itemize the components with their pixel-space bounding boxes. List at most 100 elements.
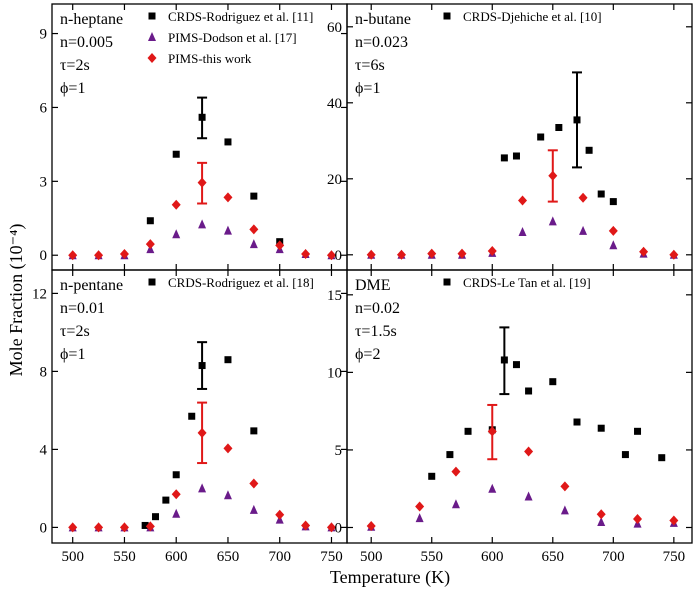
data-point [188, 412, 196, 420]
data-point [141, 521, 149, 529]
legend-label: CRDS-Le Tan et al. [19] [463, 275, 591, 290]
panel-annotation: τ=1.5s [355, 323, 397, 340]
plot-frame [346, 269, 693, 544]
x-tick-label: 550 [420, 549, 443, 565]
data-point [94, 522, 104, 533]
series-triangle [68, 483, 336, 532]
data-point [451, 499, 460, 509]
panel-annotation: n-pentane [60, 277, 123, 294]
data-point [548, 170, 558, 181]
data-point [197, 177, 207, 188]
data-point [197, 427, 207, 438]
legend-marker [148, 32, 156, 41]
data-point [171, 199, 181, 210]
legend-marker [148, 12, 156, 20]
data-point [119, 522, 129, 533]
data-point [446, 451, 454, 459]
x-axis-label: Temperature (K) [330, 567, 450, 588]
data-point [518, 195, 528, 206]
series-diamond [366, 149, 679, 260]
data-point [152, 513, 160, 521]
series-triangle [68, 219, 336, 260]
data-point [560, 505, 569, 515]
x-tick-label: 650 [542, 549, 565, 565]
series-square [146, 96, 284, 246]
x-tick-label: 500 [61, 549, 84, 565]
data-point [597, 517, 606, 527]
panel-annotation: n=0.02 [355, 300, 400, 317]
panel-annotation: ϕ=1 [60, 80, 85, 97]
chart-panel-1: 0 3 6 9 n-heptane n=0.005 τ=2s ϕ=1 CRDS-Rodrigue… [40, 3, 348, 271]
data-point [249, 504, 258, 514]
data-point [68, 522, 78, 533]
series-square [141, 341, 258, 529]
data-point [669, 249, 679, 260]
data-point [250, 427, 258, 435]
data-point [326, 522, 336, 533]
data-point [326, 250, 336, 261]
data-point [500, 356, 508, 364]
x-tick-label: 600 [481, 549, 504, 565]
data-point [427, 248, 437, 259]
data-point [172, 229, 181, 239]
panel-annotation: n-heptane [60, 11, 123, 28]
y-tick-label: 0 [335, 248, 343, 264]
legend-marker [148, 278, 156, 286]
y-tick-label: 10 [327, 365, 342, 381]
data-point [145, 521, 155, 532]
data-point [172, 508, 181, 518]
y-tick-label: 40 [327, 96, 342, 112]
data-point [415, 513, 424, 523]
data-point [366, 520, 376, 531]
data-point [658, 454, 666, 462]
series-triangle [367, 483, 678, 531]
data-point [396, 249, 406, 260]
data-point [451, 466, 461, 477]
x-tick-label: 700 [268, 549, 291, 565]
data-point [525, 387, 533, 395]
data-point [68, 250, 78, 261]
data-point [249, 239, 258, 249]
data-point [415, 501, 425, 512]
data-point [119, 248, 129, 259]
data-point [301, 520, 311, 531]
y-tick-label: 6 [40, 100, 48, 116]
panel-annotation: DME [355, 277, 391, 294]
data-point [548, 216, 557, 226]
data-point [609, 198, 617, 206]
x-tick-label: 500 [360, 549, 383, 565]
series-diamond [68, 401, 336, 533]
data-point [224, 138, 232, 146]
data-point [639, 246, 649, 257]
data-point [500, 154, 508, 162]
data-point [512, 361, 520, 369]
y-tick-label: 12 [32, 286, 47, 302]
data-point [250, 192, 258, 200]
x-tick-label: 550 [113, 549, 136, 565]
data-point [198, 483, 207, 493]
panel-annotation: ϕ=1 [60, 346, 85, 363]
data-point [249, 224, 259, 235]
y-tick-label: 4 [40, 442, 48, 458]
data-point [171, 489, 181, 500]
panel-annotation: n=0.01 [60, 300, 105, 317]
x-tick-label: 750 [320, 549, 343, 565]
panel-annotation: n-butane [355, 11, 411, 28]
data-point [621, 451, 629, 459]
series-square [500, 71, 617, 206]
data-point [596, 509, 606, 520]
panel-annotation: n=0.005 [60, 34, 113, 51]
data-point [579, 225, 588, 235]
data-point [223, 192, 233, 203]
series-square [428, 326, 666, 480]
data-point [608, 225, 618, 236]
data-point [464, 427, 472, 435]
data-point [578, 192, 588, 203]
x-tick-label: 700 [602, 549, 625, 565]
series-diamond [366, 403, 679, 531]
data-point [487, 246, 497, 256]
data-point [512, 152, 520, 160]
data-point [223, 490, 232, 500]
chart-panel-2: 0 20 40 60 n-butane n=0.023 τ=6s ϕ=1 CRDS-Djehic… [327, 3, 693, 271]
